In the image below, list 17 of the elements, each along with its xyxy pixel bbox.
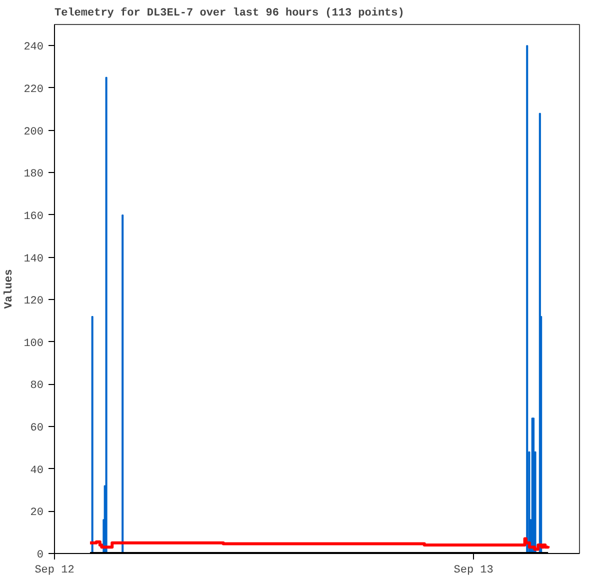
y-tick-label: 0: [36, 550, 44, 562]
y-tick-label: 80: [30, 380, 44, 392]
y-tick-label: 200: [24, 126, 44, 138]
y-tick-label: 180: [24, 168, 44, 181]
y-tick-label: 120: [24, 296, 44, 308]
x-tick-label: Sep 13: [454, 564, 494, 576]
y-tick-label: 40: [30, 464, 44, 477]
y-tick-label: 20: [30, 507, 44, 520]
y-tick-label: 60: [30, 422, 44, 435]
chart-title: Telemetry for DL3EL-7 over last 96 hours (113 points): [54, 6, 404, 20]
y-tick-label: 220: [24, 84, 44, 96]
y-tick-label: 160: [24, 210, 44, 223]
y-axis-title: Values: [4, 269, 16, 309]
y-tick-label: 240: [24, 42, 44, 54]
x-tick-label: Sep 12: [34, 564, 74, 576]
y-tick-label: 100: [24, 338, 44, 350]
y-tick-label: 140: [24, 253, 44, 266]
